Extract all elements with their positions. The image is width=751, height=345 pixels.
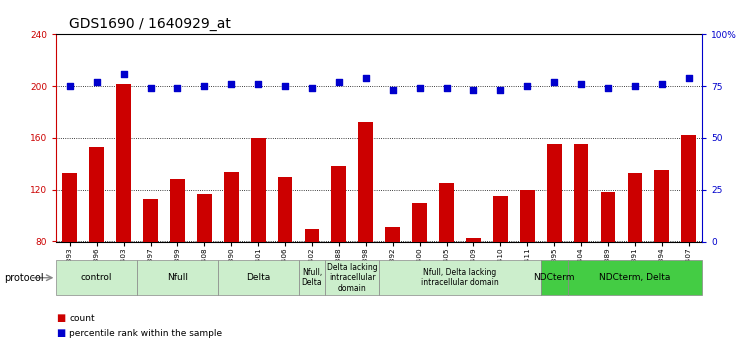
Bar — [218, 260, 299, 295]
Bar — [62, 173, 77, 242]
Text: Delta lacking
intracellular
domain: Delta lacking intracellular domain — [327, 263, 378, 293]
Bar — [574, 145, 589, 242]
Text: NDCterm, Delta: NDCterm, Delta — [599, 273, 671, 282]
Point — [575, 81, 587, 87]
Bar — [654, 170, 669, 242]
Bar — [331, 166, 346, 242]
Bar — [568, 260, 702, 295]
Point — [414, 86, 426, 91]
Point — [171, 86, 183, 91]
Point — [333, 79, 345, 85]
Text: control: control — [81, 273, 113, 282]
Bar — [305, 228, 319, 242]
Bar — [681, 135, 696, 242]
Point — [683, 75, 695, 81]
Point — [306, 86, 318, 91]
Point — [629, 83, 641, 89]
Text: Nfull, Delta lacking
intracellular domain: Nfull, Delta lacking intracellular domai… — [421, 268, 499, 287]
Bar — [197, 194, 212, 241]
Text: NDCterm: NDCterm — [533, 273, 575, 282]
Bar — [601, 192, 615, 242]
Point — [467, 88, 479, 93]
Text: ■: ■ — [56, 328, 65, 338]
Bar — [170, 179, 185, 242]
Point — [494, 88, 506, 93]
Point — [656, 81, 668, 87]
Text: Delta: Delta — [246, 273, 270, 282]
Bar — [224, 171, 239, 242]
Point — [602, 86, 614, 91]
Bar — [358, 122, 373, 242]
Bar — [325, 260, 379, 295]
Point — [521, 83, 533, 89]
Bar — [137, 260, 218, 295]
Text: ■: ■ — [56, 313, 65, 323]
Point — [198, 83, 210, 89]
Point — [548, 79, 560, 85]
Bar — [628, 173, 642, 242]
Bar — [278, 177, 292, 242]
Bar — [251, 138, 266, 241]
Text: percentile rank within the sample: percentile rank within the sample — [69, 329, 222, 338]
Text: Nfull,
Delta: Nfull, Delta — [302, 268, 322, 287]
Bar — [412, 203, 427, 241]
Bar — [385, 227, 400, 242]
Bar — [143, 199, 158, 242]
Text: protocol: protocol — [4, 273, 44, 283]
Bar — [547, 145, 562, 242]
Bar — [493, 196, 508, 241]
Point — [387, 88, 399, 93]
Bar — [379, 260, 541, 295]
Point — [118, 71, 130, 77]
Text: GDS1690 / 1640929_at: GDS1690 / 1640929_at — [69, 17, 231, 31]
Bar — [541, 260, 568, 295]
Point — [91, 79, 103, 85]
Bar — [56, 260, 137, 295]
Point — [225, 81, 237, 87]
Point — [64, 83, 76, 89]
Bar — [520, 190, 535, 242]
Bar — [299, 260, 325, 295]
Bar — [439, 183, 454, 242]
Point — [144, 86, 156, 91]
Point — [360, 75, 372, 81]
Point — [252, 81, 264, 87]
Point — [279, 83, 291, 89]
Point — [441, 86, 453, 91]
Text: Nfull: Nfull — [167, 273, 188, 282]
Bar — [116, 83, 131, 242]
Bar — [89, 147, 104, 242]
Bar — [466, 238, 481, 242]
Text: count: count — [69, 314, 95, 323]
